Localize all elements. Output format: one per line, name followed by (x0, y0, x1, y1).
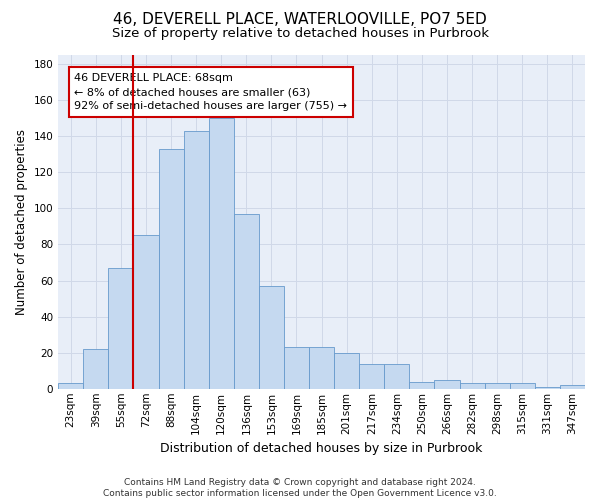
Bar (184, 131, 209, 389)
Bar (309, 348, 334, 389)
Bar (133, 236, 158, 389)
X-axis label: Distribution of detached houses by size in Purbrook: Distribution of detached houses by size … (160, 442, 483, 455)
Bar (209, 118, 234, 389)
Bar (359, 364, 385, 389)
Bar (385, 364, 409, 389)
Bar (259, 286, 284, 389)
Bar (83, 349, 109, 389)
Text: 46, DEVERELL PLACE, WATERLOOVILLE, PO7 5ED: 46, DEVERELL PLACE, WATERLOOVILLE, PO7 5… (113, 12, 487, 28)
Bar (409, 382, 434, 389)
Y-axis label: Number of detached properties: Number of detached properties (15, 129, 28, 315)
Bar (284, 348, 309, 389)
Text: Contains HM Land Registry data © Crown copyright and database right 2024.
Contai: Contains HM Land Registry data © Crown c… (103, 478, 497, 498)
Bar (234, 214, 259, 389)
Text: Size of property relative to detached houses in Purbrook: Size of property relative to detached ho… (112, 28, 488, 40)
Bar (485, 384, 510, 389)
Text: 46 DEVERELL PLACE: 68sqm
← 8% of detached houses are smaller (63)
92% of semi-de: 46 DEVERELL PLACE: 68sqm ← 8% of detache… (74, 73, 347, 111)
Bar (560, 385, 585, 389)
Bar (510, 384, 535, 389)
Bar (434, 380, 460, 389)
Bar (158, 149, 184, 389)
Bar (58, 384, 83, 389)
Bar (535, 387, 560, 389)
Bar (460, 384, 485, 389)
Bar (109, 268, 133, 389)
Bar (334, 352, 359, 389)
